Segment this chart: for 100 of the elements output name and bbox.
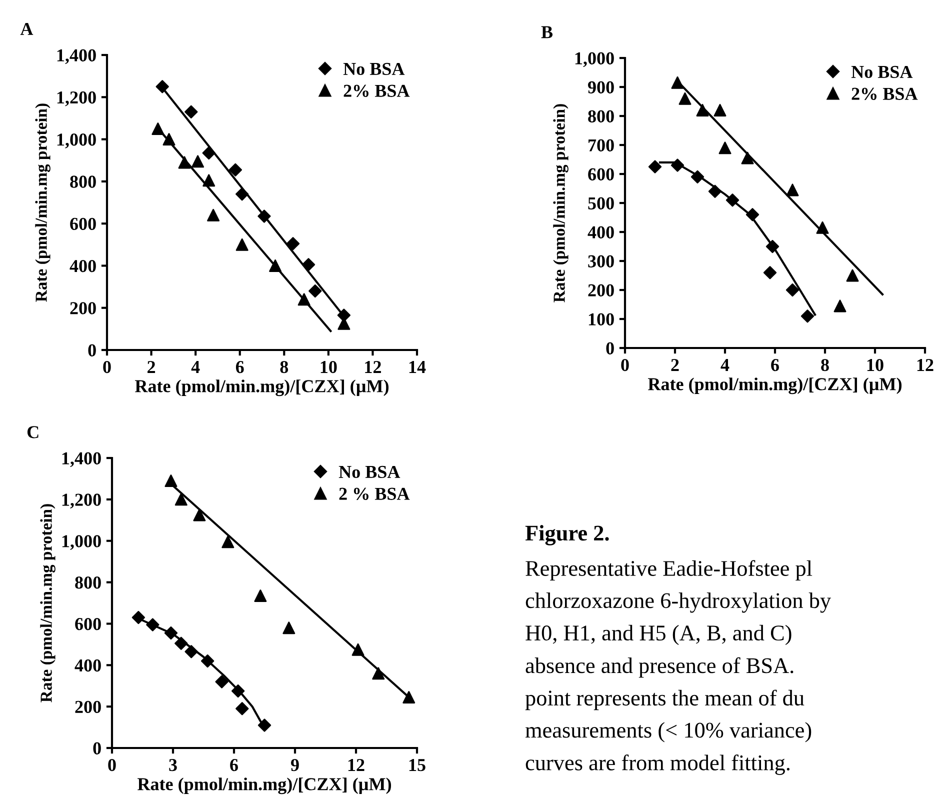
point [302, 258, 316, 272]
point [372, 667, 385, 680]
point [192, 155, 204, 168]
y-axis-title: Rate (pmol/min.mg protein) [553, 104, 568, 302]
legend-label: 2% BSA [852, 88, 918, 100]
point [337, 308, 351, 322]
point [231, 684, 245, 698]
x-tick-label: 6 [230, 758, 238, 772]
point [708, 184, 722, 198]
y-tick-label: 1,200 [57, 91, 96, 106]
text: curves are from model fitting. [526, 754, 790, 775]
y-tick-label: 0 [606, 342, 614, 354]
x-tick-label: 2 [148, 360, 156, 373]
y-tick-label: 300 [588, 255, 614, 268]
point [800, 310, 814, 323]
legend-label: No BSA [343, 62, 405, 76]
point [834, 300, 846, 312]
text: chlorzoxazone 6-hydroxylation by [526, 592, 831, 613]
point [174, 493, 188, 506]
point [200, 654, 214, 668]
y-tick-label: 600 [75, 618, 101, 630]
legend-label: 2% BSA [344, 84, 410, 97]
x-axis-title: Rate (pmol/min.mg)/[CZX] (µM) [138, 778, 392, 794]
point [286, 237, 300, 250]
y-tick-label: 1,000 [575, 52, 614, 68]
point [178, 156, 191, 169]
point [202, 174, 216, 187]
chart-title: C [27, 426, 38, 438]
x-tick-label: 0 [103, 360, 111, 374]
text: Figure 2. [525, 525, 609, 546]
legend-label: 2 % BSA [339, 488, 410, 500]
y-tick-label: 400 [74, 659, 101, 672]
y-tick-label: 800 [70, 176, 96, 188]
y-tick-label: 900 [588, 81, 614, 94]
text: measurements (< 10% variance) [525, 722, 812, 742]
y-tick-label: 200 [588, 284, 614, 296]
point [763, 266, 777, 280]
point [258, 210, 271, 223]
point [282, 622, 296, 634]
y-tick-label: 800 [75, 576, 101, 589]
x-tick-label: 12 [917, 358, 934, 371]
point [236, 702, 249, 716]
x-tick-label: 12 [365, 360, 381, 373]
y-tick-label: 200 [70, 302, 96, 314]
point [746, 208, 760, 222]
point [215, 675, 228, 688]
x-axis-title: Rate (pmol/min.mg)/[CZX] (µM) [135, 380, 389, 396]
point [718, 142, 732, 154]
text: H0, H1, and H5 (A, B, and C) [526, 624, 792, 646]
text: absence and presence of BSA. [526, 657, 794, 678]
x-tick-label: 4 [720, 359, 730, 371]
y-tick-label: 0 [93, 742, 101, 754]
x-tick-label: 12 [348, 758, 364, 771]
x-tick-label: 4 [191, 361, 200, 373]
x-tick-label: 6 [236, 360, 244, 374]
x-tick-label: 0 [108, 758, 116, 772]
y-tick-label: 1,000 [62, 535, 101, 550]
point [766, 240, 780, 254]
x-tick-label: 8 [280, 360, 288, 374]
point [222, 536, 234, 548]
point [846, 269, 859, 282]
text: point represents the mean of du [525, 690, 804, 710]
point [152, 122, 164, 135]
chart-title: A [20, 22, 34, 35]
point [193, 508, 206, 522]
point [690, 170, 704, 184]
point [236, 238, 248, 251]
point [269, 259, 282, 272]
y-tick-label: 400 [588, 226, 614, 238]
y-tick-label: 1,400 [62, 452, 101, 468]
x-tick-label: 8 [821, 358, 829, 372]
x-tick-label: 14 [409, 361, 426, 373]
point [132, 610, 146, 624]
y-tick-label: 1,200 [62, 494, 101, 508]
point [164, 626, 178, 640]
x-tick-label: 2 [671, 358, 679, 371]
point [235, 187, 249, 201]
point [184, 645, 198, 658]
point [174, 636, 188, 650]
y-axis-title: Rate (pmol/min.mg protein) [40, 504, 56, 702]
point [156, 80, 169, 94]
point [308, 284, 322, 298]
x-tick-label: 10 [867, 358, 884, 372]
point [696, 104, 709, 116]
point [207, 208, 220, 222]
point [726, 194, 740, 207]
x-tick-label: 15 [409, 759, 426, 772]
y-tick-label: 500 [588, 197, 614, 210]
text: Representative Eadie-Hofstee pl [526, 560, 812, 580]
legend-label: No BSA [338, 466, 400, 478]
x-tick-label: 10 [320, 360, 337, 374]
y-tick-label: 100 [588, 313, 614, 326]
point [164, 474, 178, 488]
x-axis-title: Rate (pmol/min.mg)/[CZX] (µM) [648, 378, 902, 394]
point [146, 618, 160, 632]
point [671, 76, 684, 89]
y-tick-label: 1,000 [57, 134, 96, 148]
point [254, 590, 267, 602]
y-tick-label: 700 [588, 139, 614, 152]
x-tick-label: 9 [290, 758, 299, 772]
